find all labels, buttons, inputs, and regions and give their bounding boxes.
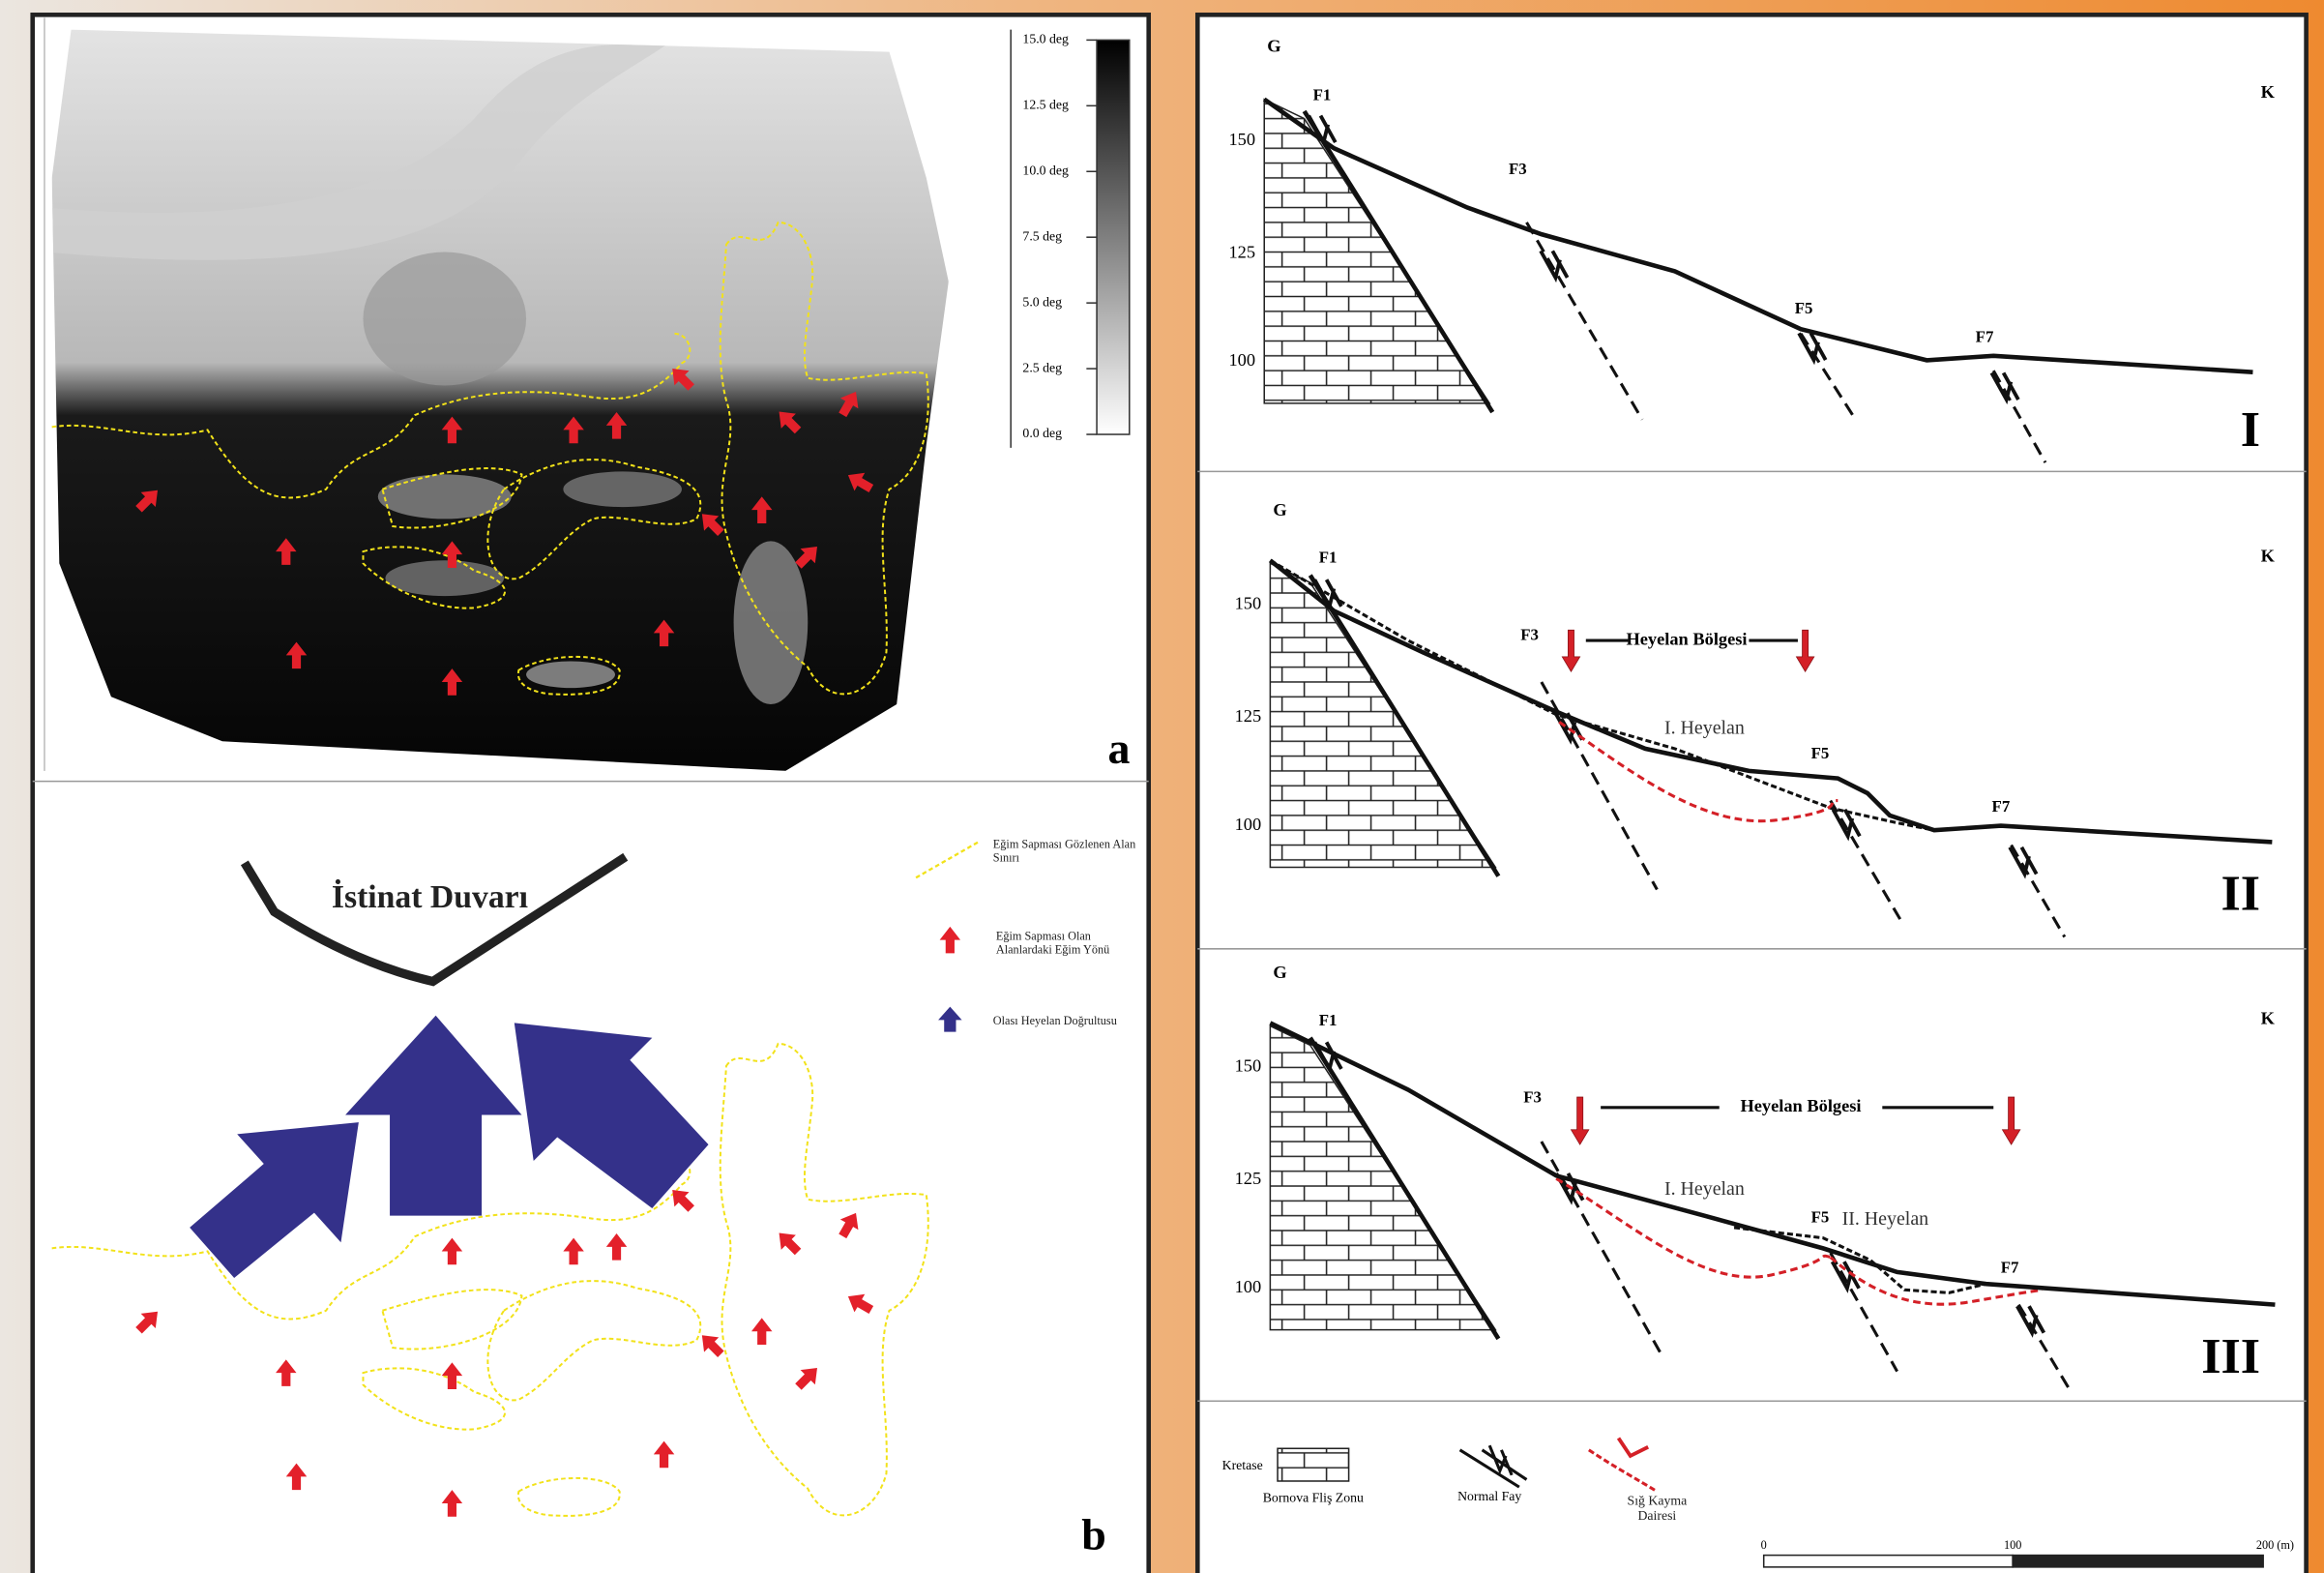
section-label: I	[2241, 402, 2260, 458]
section-end: K	[2261, 82, 2276, 102]
page: Figure {"panel_a": {"colorbar_ticks": ["…	[0, 0, 2324, 1573]
colorbar-label: 15.0 deg	[1022, 32, 1069, 46]
section-end: K	[2261, 546, 2276, 565]
fault-label: F5	[1811, 1208, 1830, 1227]
fault-label: F1	[1319, 549, 1338, 567]
colorbar-label: 7.5 deg	[1022, 228, 1062, 243]
scale-label: 100	[2004, 1538, 2021, 1552]
fault-label: F7	[1976, 327, 1994, 345]
figure: 15.0 deg 12.5 deg 10.0 deg 7.5 deg 5.0 deg 2.…	[0, 0, 2324, 1573]
elevation-label: 125	[1228, 242, 1255, 261]
elevation-label: 150	[1235, 593, 1262, 612]
elevation-label: 125	[1235, 706, 1262, 726]
legend-text: Bornova Fliş Zonu	[1263, 1491, 1364, 1505]
colorbar-label: 2.5 deg	[1022, 360, 1062, 374]
legend-limestone	[1278, 1448, 1349, 1481]
slide-label: I. Heyelan	[1664, 1178, 1745, 1200]
legend-entry: Sığ Kayma Dairesi	[1612, 1493, 1701, 1531]
legend-text: Normal Fay	[1457, 1489, 1521, 1503]
elevation-label: 100	[1235, 815, 1262, 834]
colorbar-label: 0.0 deg	[1022, 426, 1062, 440]
fault-label: F1	[1313, 85, 1332, 104]
fault-label: F3	[1523, 1087, 1542, 1106]
legend-entry: Eğim Sapması Olan Alanlardaki Eğim Yönü	[996, 930, 1144, 965]
fault-label: F3	[1520, 625, 1539, 643]
relief	[526, 662, 615, 689]
elevation-label: 125	[1235, 1169, 1262, 1188]
legend-entry: Eğim Sapması Gözlenen Alan Sınırı	[993, 838, 1141, 874]
scale-bar	[2013, 1556, 2263, 1567]
colorbar-label: 5.0 deg	[1022, 294, 1062, 309]
relief	[734, 541, 809, 704]
legend-text: Eğim Sapması Olan Alanlardaki Eğim Yönü	[996, 930, 1144, 957]
fault-label: F7	[1992, 797, 2011, 816]
legend-text: Eğim Sapması Gözlenen Alan Sınırı	[993, 838, 1141, 865]
relief	[378, 474, 512, 519]
relief	[363, 252, 526, 386]
section-label: III	[2201, 1329, 2260, 1384]
elevation-label: 150	[1235, 1056, 1262, 1076]
fault-label: F5	[1795, 299, 1813, 317]
colorbar	[1097, 40, 1130, 434]
relief	[563, 471, 682, 507]
legend-entry: Olası Heyelan Doğrultusu	[993, 1014, 1141, 1034]
slide-label: I. Heyelan	[1664, 718, 1745, 739]
elevation-label: 100	[1235, 1277, 1262, 1296]
slope-map	[44, 22, 963, 779]
colorbar-label: 10.0 deg	[1022, 163, 1069, 177]
elevation-label: 150	[1228, 130, 1255, 149]
fault-label: F5	[1811, 744, 1830, 762]
section-end: G	[1273, 500, 1286, 519]
zone-label: Heyelan Bölgesi	[1626, 629, 1747, 648]
scale-label: 0	[1761, 1538, 1767, 1552]
elevation-label: 100	[1228, 350, 1255, 370]
legend-text: Kretase	[1222, 1458, 1263, 1472]
zone-label: Heyelan Bölgesi	[1740, 1096, 1861, 1115]
slide-label: II. Heyelan	[1842, 1208, 1929, 1230]
scale-bar	[1764, 1556, 2013, 1567]
section-end: G	[1267, 36, 1280, 55]
scale-label: 200 (m)	[2256, 1538, 2294, 1552]
relief	[385, 560, 504, 596]
legend-text: Olası Heyelan Doğrultusu	[993, 1014, 1141, 1027]
section-end: G	[1273, 963, 1286, 982]
fault-label: F3	[1509, 160, 1527, 178]
section-label: II	[2221, 867, 2261, 922]
legend-text: Sığ Kayma Dairesi	[1612, 1493, 1701, 1523]
fault-label: F7	[2001, 1259, 2019, 1277]
wall-label: İstinat Duvarı	[332, 878, 528, 915]
page-body: 15.0 deg 12.5 deg 10.0 deg 7.5 deg 5.0 deg 2.…	[0, 0, 2324, 1573]
colorbar-label: 12.5 deg	[1022, 97, 1069, 111]
panel-label: a	[1108, 724, 1131, 773]
fault-label: F1	[1319, 1011, 1338, 1029]
section-end: K	[2261, 1009, 2276, 1028]
panel-label: b	[1081, 1509, 1106, 1558]
